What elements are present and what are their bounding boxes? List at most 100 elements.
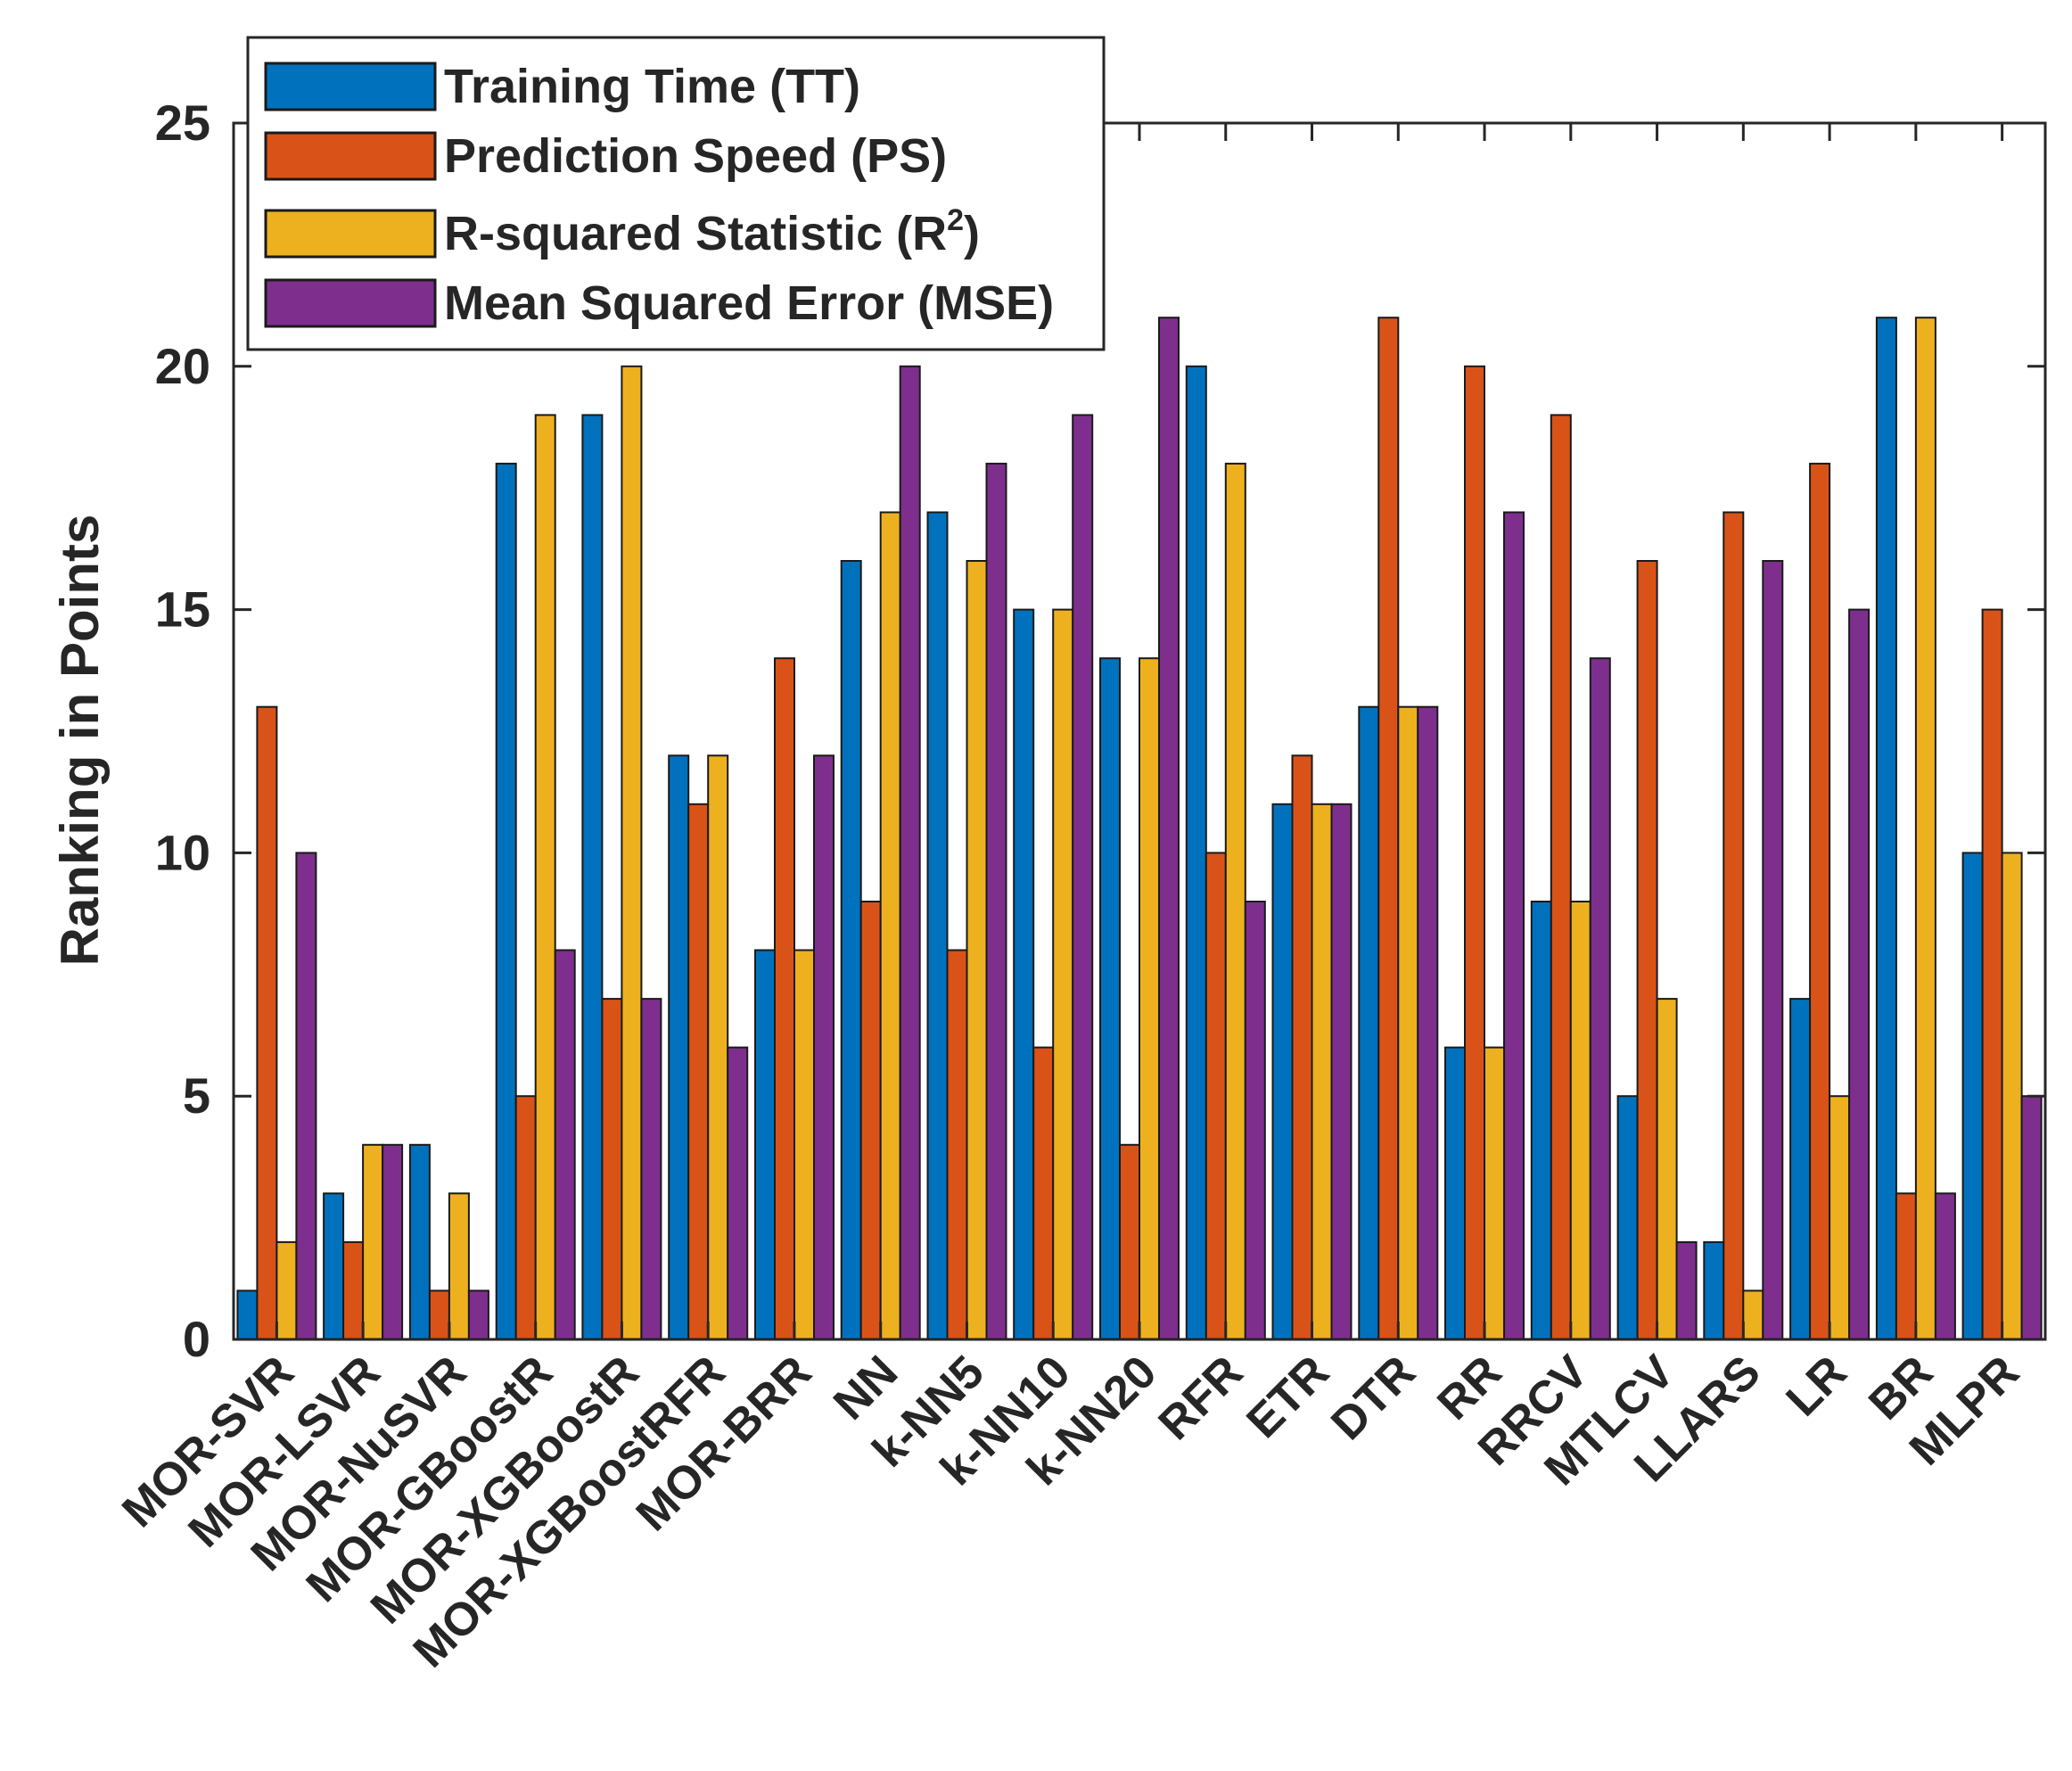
bar-MOR-GBoostR-series-3 <box>534 414 556 1340</box>
bar-MOR-NuSVR-series-2 <box>428 1289 450 1341</box>
bar-NN-series-1 <box>840 560 862 1340</box>
bar-MOR-XGBoostRFR-series-2 <box>687 803 710 1340</box>
bar-k-NN20-series-3 <box>1139 657 1160 1340</box>
bar-MOR-SVR-series-1 <box>236 1289 259 1341</box>
bar-k-NN20-series-1 <box>1099 657 1121 1340</box>
bar-RFR-series-3 <box>1224 462 1246 1340</box>
bar-MLPR-series-1 <box>1961 852 1984 1340</box>
bar-LR-series-2 <box>1809 462 1831 1340</box>
bar-BR-series-3 <box>1914 317 1936 1341</box>
bar-MOR-LSVR-series-2 <box>342 1240 365 1341</box>
x-tick-label-LR: LR <box>1777 1346 1857 1426</box>
bar-RFR-series-2 <box>1205 852 1227 1340</box>
bar-MOR-SVR-series-3 <box>275 1240 298 1341</box>
bar-NN-series-4 <box>899 365 921 1340</box>
legend: Training Time (TT) Prediction Speed (PS) R… <box>246 36 1106 351</box>
bar-ETR-series-1 <box>1271 803 1294 1340</box>
x-tick-label-DTR: DTR <box>1321 1346 1426 1450</box>
bar-MOR-GBoostR-series-2 <box>514 1095 537 1340</box>
legend-label-2: Prediction Speed (PS) <box>444 129 947 183</box>
y-tick-label-0: 0 <box>183 1311 210 1367</box>
bar-MTLCV-series-1 <box>1616 1095 1639 1340</box>
y-tick-label-10: 10 <box>155 824 210 880</box>
y-tick-label-20: 20 <box>155 338 210 394</box>
bar-DTR-series-4 <box>1417 705 1439 1340</box>
bar-RRCV-series-2 <box>1550 414 1572 1340</box>
bar-MTLCV-series-2 <box>1636 560 1658 1340</box>
bar-RRCV-series-1 <box>1530 901 1552 1340</box>
bar-k-NN5-series-2 <box>946 949 968 1340</box>
bar-MTLCV-series-3 <box>1656 998 1678 1340</box>
y-tick-labels: 0 5 10 15 20 25 <box>155 95 210 1367</box>
bar-ETR-series-4 <box>1330 803 1353 1340</box>
bar-MLPR-series-2 <box>1981 608 2003 1340</box>
x-tick-labels: MOR-SVRMOR-LSVRMOR-NuSVRMOR-GBoostRMOR-X… <box>112 1346 2029 1677</box>
bar-MOR-XGBoostRFR-series-4 <box>727 1046 749 1340</box>
bar-MOR-BRR-series-3 <box>793 949 815 1340</box>
y-tick-label-25: 25 <box>155 95 210 151</box>
legend-label-suffix: ) <box>964 207 980 260</box>
bar-MOR-XGBoostRFR-series-3 <box>707 754 729 1340</box>
bar-BR-series-4 <box>1934 1192 1956 1341</box>
bar-LR-series-1 <box>1789 998 1812 1340</box>
bar-MOR-XGBoostR-series-2 <box>601 998 623 1340</box>
bar-MOR-BRR-series-1 <box>754 949 776 1340</box>
y-axis-title: Ranking in Points <box>50 515 110 967</box>
bar-MLPR-series-4 <box>2020 1095 2043 1340</box>
bar-k-NN20-series-2 <box>1119 1143 1140 1341</box>
legend-swatch-3 <box>264 209 437 259</box>
bar-LLARS-series-1 <box>1703 1240 1725 1341</box>
x-tick-label-RFR: RFR <box>1149 1346 1254 1450</box>
bar-MOR-NuSVR-series-3 <box>448 1192 470 1341</box>
bar-MOR-XGBoostR-series-3 <box>621 365 643 1340</box>
legend-label-superscript: 2 <box>947 203 964 237</box>
bar-k-NN10-series-3 <box>1052 608 1074 1340</box>
legend-label-3: R-squared Statistic (R2) <box>444 203 980 260</box>
bar-LLARS-series-2 <box>1723 511 1745 1340</box>
bar-LR-series-4 <box>1848 608 1871 1340</box>
bar-DTR-series-1 <box>1358 705 1380 1340</box>
bars-layer <box>236 317 2043 1341</box>
bar-DTR-series-3 <box>1397 705 1419 1340</box>
x-tick-label-ETR: ETR <box>1237 1346 1339 1448</box>
legend-label-4: Mean Squared Error (MSE) <box>444 276 1054 330</box>
bar-MOR-GBoostR-series-4 <box>554 949 576 1340</box>
bar-RFR-series-4 <box>1244 901 1266 1340</box>
bar-k-NN5-series-1 <box>926 511 949 1340</box>
bar-RR-series-3 <box>1484 1046 1505 1340</box>
bar-MOR-BRR-series-2 <box>774 657 795 1340</box>
bar-MOR-XGBoostRFR-series-1 <box>668 754 690 1340</box>
bar-MOR-LSVR-series-4 <box>382 1143 404 1341</box>
bar-k-NN10-series-4 <box>1072 414 1094 1340</box>
bar-BR-series-2 <box>1895 1192 1917 1341</box>
bar-LLARS-series-4 <box>1762 560 1784 1340</box>
bar-MOR-NuSVR-series-4 <box>467 1289 489 1341</box>
bar-MOR-XGBoostR-series-1 <box>581 414 604 1340</box>
y-tick-label-5: 5 <box>183 1067 210 1124</box>
bar-k-NN5-series-4 <box>985 462 1007 1340</box>
bar-RR-series-4 <box>1503 511 1525 1340</box>
bar-RRCV-series-3 <box>1569 901 1591 1340</box>
bar-LLARS-series-3 <box>1742 1289 1764 1341</box>
legend-swatch-1 <box>264 62 437 111</box>
y-tick-label-15: 15 <box>155 581 210 638</box>
bar-MOR-NuSVR-series-1 <box>408 1143 431 1341</box>
bar-MOR-SVR-series-2 <box>256 705 278 1340</box>
bar-MTLCV-series-4 <box>1675 1240 1698 1341</box>
bar-MOR-LSVR-series-3 <box>362 1143 384 1341</box>
bar-RR-series-1 <box>1444 1046 1466 1340</box>
bar-MOR-XGBoostR-series-4 <box>640 998 662 1340</box>
bar-MOR-GBoostR-series-1 <box>495 462 517 1340</box>
bar-MOR-BRR-series-4 <box>813 754 835 1340</box>
bar-MOR-SVR-series-4 <box>295 852 317 1340</box>
bar-ETR-series-3 <box>1311 803 1333 1340</box>
bar-DTR-series-2 <box>1377 317 1400 1341</box>
bar-k-NN20-series-4 <box>1158 317 1180 1341</box>
legend-items: Training Time (TT) Prediction Speed (PS) R… <box>264 60 1054 330</box>
bar-MOR-LSVR-series-1 <box>323 1192 345 1341</box>
bar-k-NN10-series-2 <box>1032 1046 1055 1340</box>
legend-swatch-4 <box>264 278 437 328</box>
bar-RFR-series-1 <box>1185 365 1207 1340</box>
